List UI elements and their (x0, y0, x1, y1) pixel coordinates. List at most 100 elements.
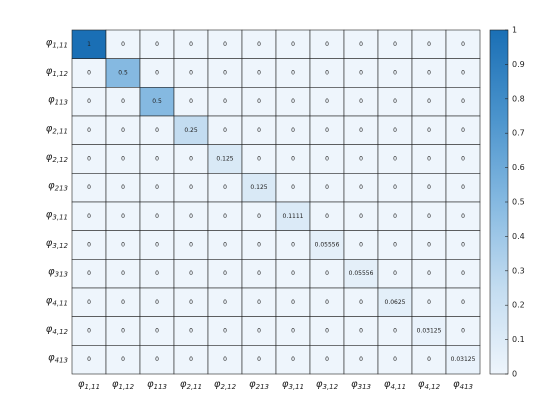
heatmap-cell (71, 29, 107, 59)
heatmap-cell (139, 259, 175, 289)
cell-label: 0 (189, 70, 193, 77)
cell-label: 0 (325, 184, 329, 191)
cell-label: 0 (325, 270, 329, 277)
cell-label: 0 (325, 127, 329, 134)
cell-label: 0 (325, 98, 329, 105)
heatmap-cell (207, 201, 243, 231)
cell-label: 0 (87, 299, 91, 306)
heatmap-cell (343, 201, 379, 231)
cell-label: 0 (223, 270, 227, 277)
cell-label: 0 (393, 213, 397, 220)
heatmap-cell (377, 287, 413, 317)
cell-label: 0 (121, 184, 125, 191)
cell-label: 0 (223, 213, 227, 220)
cell-label: 0 (189, 213, 193, 220)
cell-label: 0 (155, 356, 159, 363)
heatmap-cell (411, 259, 447, 289)
heatmap-cell (173, 115, 209, 145)
cell-label: 0 (121, 242, 125, 249)
cell-label: 0 (257, 156, 261, 163)
cell-label: 0 (189, 270, 193, 277)
cell-label: 0 (257, 356, 261, 363)
heatmap-cell (343, 259, 379, 289)
cell-label: 0 (427, 156, 431, 163)
cell-label: 0.5 (152, 98, 162, 105)
heatmap-cell (275, 345, 311, 375)
cell-label: 0 (461, 98, 465, 105)
category-label: φ3,11 (282, 379, 304, 391)
cell-label: 0 (461, 270, 465, 277)
cell-label: 0 (189, 98, 193, 105)
heatmap-cell (241, 201, 277, 231)
cell-label: 0 (291, 98, 295, 105)
heatmap-cell (309, 58, 345, 88)
cell-label: 0.0625 (385, 299, 406, 306)
cell-label: 0 (257, 328, 261, 335)
heatmap-cell (207, 87, 243, 117)
cell-label: 0 (155, 70, 159, 77)
heatmap-cell (445, 115, 481, 145)
cell-label: 0.05556 (315, 242, 340, 249)
cell-label: 0 (189, 41, 193, 48)
cell-label: 0 (393, 70, 397, 77)
cell-label: 0 (461, 70, 465, 77)
cell-label: 0 (461, 328, 465, 335)
heatmap-cell (275, 115, 311, 145)
heatmap-cell (377, 29, 413, 59)
category-label: φ4,12 (418, 379, 441, 391)
cell-label: 0 (359, 356, 363, 363)
heatmap-cell (105, 345, 141, 375)
cell-label: 0 (223, 127, 227, 134)
colorbar-tick-label: 0.5 (512, 198, 525, 207)
heatmap-cell (105, 29, 141, 59)
heatmap-cell (139, 144, 175, 174)
cell-label: 0 (461, 213, 465, 220)
category-label: φ3,11 (46, 209, 68, 221)
heatmap-cell (411, 287, 447, 317)
heatmap-cell (71, 173, 107, 203)
category-label: φ213 (249, 379, 269, 391)
cell-label: 0 (291, 127, 295, 134)
cell-label: 0 (393, 242, 397, 249)
cell-label: 0 (427, 242, 431, 249)
cell-label: 0 (427, 184, 431, 191)
cell-label: 0 (189, 156, 193, 163)
cell-label: 0 (393, 98, 397, 105)
cell-label: 0 (291, 328, 295, 335)
cell-label: 0 (461, 156, 465, 163)
cell-label: 0 (87, 242, 91, 249)
category-label: φ1,11 (78, 379, 100, 391)
cell-label: 0 (155, 156, 159, 163)
cell-label: 0 (155, 213, 159, 220)
category-label: φ313 (351, 379, 371, 391)
cell-label: 0 (359, 41, 363, 48)
heatmap-cell (445, 29, 481, 59)
cell-label: 0 (325, 299, 329, 306)
cell-label: 0 (155, 41, 159, 48)
cell-label: 0 (427, 98, 431, 105)
category-label: φ2,11 (46, 123, 68, 135)
cell-label: 0 (121, 356, 125, 363)
cell-label: 0 (393, 328, 397, 335)
cell-label: 0 (461, 299, 465, 306)
cell-label: 0 (427, 70, 431, 77)
cell-label: 0 (223, 242, 227, 249)
cell-label: 0 (189, 242, 193, 249)
cell-label: 0 (121, 299, 125, 306)
colorbar-tick-label: 0.8 (512, 94, 525, 103)
heatmap-cell (207, 144, 243, 174)
heatmap-cell (275, 287, 311, 317)
category-label: φ313 (48, 267, 68, 279)
cell-label: 1 (87, 41, 91, 48)
cell-label: 0 (461, 127, 465, 134)
heatmap-cell (275, 259, 311, 289)
heatmap-cell (275, 87, 311, 117)
cell-label: 0 (121, 270, 125, 277)
cell-label: 0 (359, 328, 363, 335)
heatmap-cell (445, 230, 481, 260)
heatmap-cell (173, 58, 209, 88)
colorbar-tick-label: 0.4 (512, 232, 525, 241)
cell-label: 0 (393, 127, 397, 134)
